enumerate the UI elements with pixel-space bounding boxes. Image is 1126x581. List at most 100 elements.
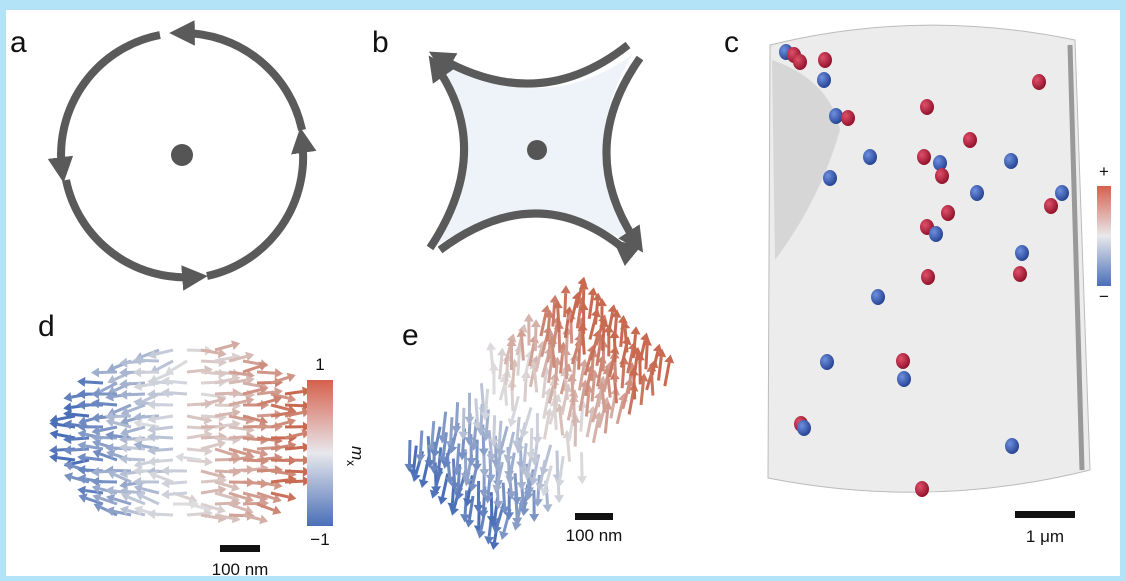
arrow-shaft <box>285 405 303 406</box>
arrow-shaft <box>566 334 567 358</box>
arrow-shaft <box>625 329 627 353</box>
arrow-shaft <box>531 428 532 452</box>
panel-label: b <box>372 26 389 59</box>
arrow-shaft <box>257 372 275 373</box>
arrow-shaft <box>573 361 575 385</box>
arrow-shaft <box>518 352 520 376</box>
arrow-shaft <box>512 367 514 391</box>
singularity <box>921 269 935 285</box>
arrow-shaft <box>476 398 478 422</box>
arrow-shaft <box>285 471 303 472</box>
arrow-shaft <box>579 346 580 370</box>
singularity <box>793 54 807 70</box>
arrow-shaft <box>99 403 117 405</box>
singularity <box>1032 74 1046 90</box>
arrow-shaft <box>581 408 583 432</box>
colorbar <box>307 380 333 526</box>
core-dot <box>527 140 547 160</box>
singularity <box>915 481 929 497</box>
scale-label: 100 nm <box>212 560 269 579</box>
scale-bar <box>575 513 613 520</box>
colorbar-min: −1 <box>310 530 329 549</box>
arrow-shaft <box>420 431 421 455</box>
arrow-shaft <box>634 375 635 399</box>
arrow-shaft <box>481 383 483 407</box>
arrow-shaft <box>583 331 585 355</box>
arrow-shaft <box>567 438 569 462</box>
arrow-shaft <box>409 440 410 464</box>
arrow-shaft <box>615 359 616 383</box>
arrow-shaft <box>515 473 517 497</box>
singularity <box>897 371 911 387</box>
arrow-shaft <box>583 289 584 313</box>
subscript: x <box>344 460 358 466</box>
arrow-shaft <box>506 361 508 385</box>
arrow-shaft <box>559 329 560 353</box>
singularity <box>1044 198 1058 214</box>
arrow-shaft <box>535 327 536 351</box>
arrow-shaft <box>127 394 145 395</box>
arrow-shaft <box>155 449 173 450</box>
figure: a b c + − 1 μm d 1 −1 m x 100 nm e 100 n… <box>0 0 1126 581</box>
singularity <box>917 149 931 165</box>
singularity <box>863 149 877 165</box>
arrow-shaft <box>127 459 145 460</box>
arrow-shaft <box>169 393 187 394</box>
arrow-shaft <box>555 365 557 389</box>
arrow-shaft <box>603 327 604 351</box>
arrow-shaft <box>522 337 524 361</box>
singularity <box>820 354 834 370</box>
arrow-shaft <box>285 481 303 482</box>
arrow-shaft <box>557 451 558 475</box>
singularity <box>935 168 949 184</box>
arrow-shaft <box>457 444 459 468</box>
arrow-shaft <box>651 372 652 396</box>
singularity <box>829 108 843 124</box>
singularity <box>941 205 955 221</box>
arrow-shaft <box>555 406 557 430</box>
arrow-shaft <box>127 448 145 449</box>
panel-label: e <box>402 319 419 352</box>
panel-label: d <box>38 310 55 343</box>
singularity <box>871 289 885 305</box>
singularity <box>823 170 837 186</box>
arrow-shaft <box>432 421 434 445</box>
arrow-shaft <box>558 308 559 332</box>
colorbar-max: + <box>1099 162 1109 181</box>
arrow-shaft <box>169 482 187 483</box>
arrow-shaft <box>615 379 617 403</box>
arrow-shaft <box>141 360 159 361</box>
arrow-shaft <box>463 408 464 432</box>
arrow-shaft <box>71 438 89 439</box>
arrow-shaft <box>571 319 572 343</box>
arrow-shaft <box>499 421 501 445</box>
singularity <box>1015 245 1029 261</box>
arrow-shaft <box>554 385 555 409</box>
scale-bar <box>220 545 260 552</box>
arrow-shaft <box>451 417 452 441</box>
arrow-shaft <box>71 449 89 450</box>
scale-label: 1 μm <box>1026 527 1064 546</box>
arrow-shaft <box>456 402 457 426</box>
arrow-shaft <box>574 402 575 426</box>
arrow-shaft <box>85 382 103 383</box>
colorbar-max: 1 <box>315 355 324 374</box>
arrow-shaft <box>71 414 89 416</box>
scale-bar <box>1015 511 1075 518</box>
panel-label: c <box>724 26 739 59</box>
page: {"panels": { "a": {"label": "a"}, "b": {… <box>0 0 1126 581</box>
singularity <box>818 52 832 68</box>
arrow-shaft <box>552 344 554 368</box>
arrow-shaft <box>503 483 504 507</box>
arrow-shaft <box>141 416 159 417</box>
arrow-shaft <box>614 317 616 341</box>
core-dot <box>171 144 193 166</box>
arrow-shaft <box>155 460 173 462</box>
singularity <box>1004 153 1018 169</box>
singularity <box>1005 438 1019 454</box>
singularity <box>841 110 855 126</box>
arrow-shaft <box>285 447 303 449</box>
singularity <box>1055 185 1069 201</box>
colorbar <box>1097 186 1111 286</box>
arrow-shaft <box>155 437 173 438</box>
